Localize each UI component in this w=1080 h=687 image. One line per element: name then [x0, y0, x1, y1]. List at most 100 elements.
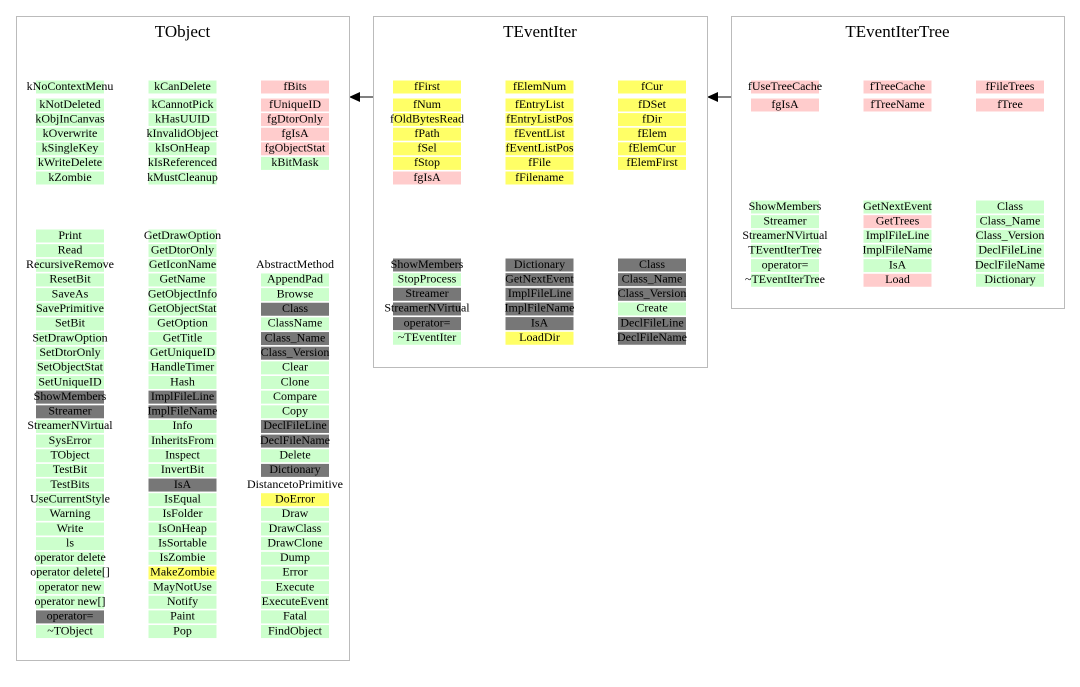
method: Browse [277, 286, 314, 300]
method-bg [618, 317, 686, 331]
data-member-bg [148, 113, 217, 127]
data-member: kZombie [48, 170, 91, 184]
method-bg [36, 537, 104, 551]
data-member-bg [148, 127, 217, 141]
method-bg [148, 390, 217, 404]
method: operator new [39, 579, 102, 593]
method-bg [261, 478, 329, 492]
method: Inspect [165, 448, 200, 462]
data-member-bg [505, 156, 574, 170]
method-bg [148, 449, 217, 463]
method: TObject [50, 448, 90, 462]
method-bg [148, 434, 217, 448]
method-bg [261, 625, 329, 639]
method: AppendPad [267, 272, 323, 286]
method-bg [261, 522, 329, 536]
method: IsOnHeap [158, 521, 207, 535]
method-bg [976, 259, 1044, 273]
method-bg [36, 258, 104, 272]
data-member: fStop [414, 155, 440, 169]
method-bg [261, 493, 329, 507]
method-bg [261, 449, 329, 463]
method: ImplFileName [863, 243, 933, 257]
method: IsSortable [158, 535, 207, 549]
method-bg [36, 346, 104, 360]
method: Load [885, 272, 910, 286]
data-member: fFileTrees [986, 79, 1035, 93]
method-bg [148, 258, 217, 272]
data-member: kInvalidObject [147, 126, 220, 140]
method-bg [505, 273, 574, 287]
method: MakeZombie [150, 565, 215, 579]
method-bg [976, 215, 1044, 229]
data-member-bg [618, 142, 686, 156]
data-member: fUniqueID [269, 97, 321, 111]
data-member-bg [751, 98, 819, 112]
data-member-bg [36, 113, 104, 127]
method-bg [863, 273, 932, 287]
method-bg [36, 229, 104, 243]
method-bg [261, 361, 329, 375]
method: RecursiveRemove [26, 257, 114, 271]
method-bg [976, 200, 1044, 214]
method-bg [36, 361, 104, 375]
method: GetDtorOnly [151, 242, 214, 256]
method: DoError [275, 491, 315, 505]
method-bg [618, 331, 686, 345]
method: ~TEventIter [398, 330, 456, 344]
method: Paint [170, 609, 195, 623]
method: Streamer [763, 213, 806, 227]
method-bg [36, 419, 104, 433]
data-member: fDir [642, 111, 662, 125]
method-bg [148, 463, 217, 477]
data-member-bg [393, 80, 461, 94]
data-member-bg [261, 156, 329, 170]
method: ShowMembers [34, 389, 107, 403]
method-bg [261, 376, 329, 389]
data-member: fEntryListPos [506, 111, 573, 125]
data-member: kSingleKey [42, 141, 99, 155]
data-member-bg [393, 171, 461, 185]
method-bg [261, 463, 329, 477]
method-bg [976, 229, 1044, 243]
data-member-bg [261, 127, 329, 141]
method: Copy [282, 404, 308, 418]
method: TestBits [50, 477, 89, 491]
method-bg [36, 551, 104, 565]
method-bg [751, 200, 819, 214]
method-bg [505, 317, 574, 331]
method: GetTrees [876, 213, 920, 227]
method: ShowMembers [391, 257, 464, 271]
data-member: fPath [414, 126, 439, 140]
method: GetNextEvent [863, 199, 932, 213]
data-member-bg [148, 80, 217, 94]
method-bg [261, 610, 329, 624]
method: DeclFileName [975, 257, 1045, 271]
data-member-bg [36, 142, 104, 156]
method: ~TEventIterTree [745, 272, 825, 286]
data-member: fElemFirst [626, 155, 678, 169]
method-bg [751, 259, 819, 273]
data-member-bg [261, 142, 329, 156]
data-member: fDSet [638, 97, 667, 111]
method: SavePrimitive [36, 301, 104, 315]
data-member-bg [751, 80, 819, 94]
method: ImplFileLine [866, 228, 929, 242]
data-member: fgIsA [281, 126, 309, 140]
method: SetUniqueID [38, 374, 102, 388]
method: Print [58, 228, 82, 242]
method-bg [618, 287, 686, 301]
method-bg [148, 610, 217, 624]
method-bg [36, 317, 104, 331]
method: Dictionary [514, 257, 565, 271]
method-bg [393, 273, 461, 287]
method: Class [282, 301, 308, 315]
data-member-bg [148, 171, 217, 185]
method-bg [261, 273, 329, 287]
method-bg [148, 537, 217, 551]
method-bg [36, 581, 104, 595]
method-bg [261, 434, 329, 448]
data-member: fgDtorOnly [267, 111, 323, 125]
method-bg [36, 376, 104, 389]
method: Dictionary [269, 462, 320, 476]
